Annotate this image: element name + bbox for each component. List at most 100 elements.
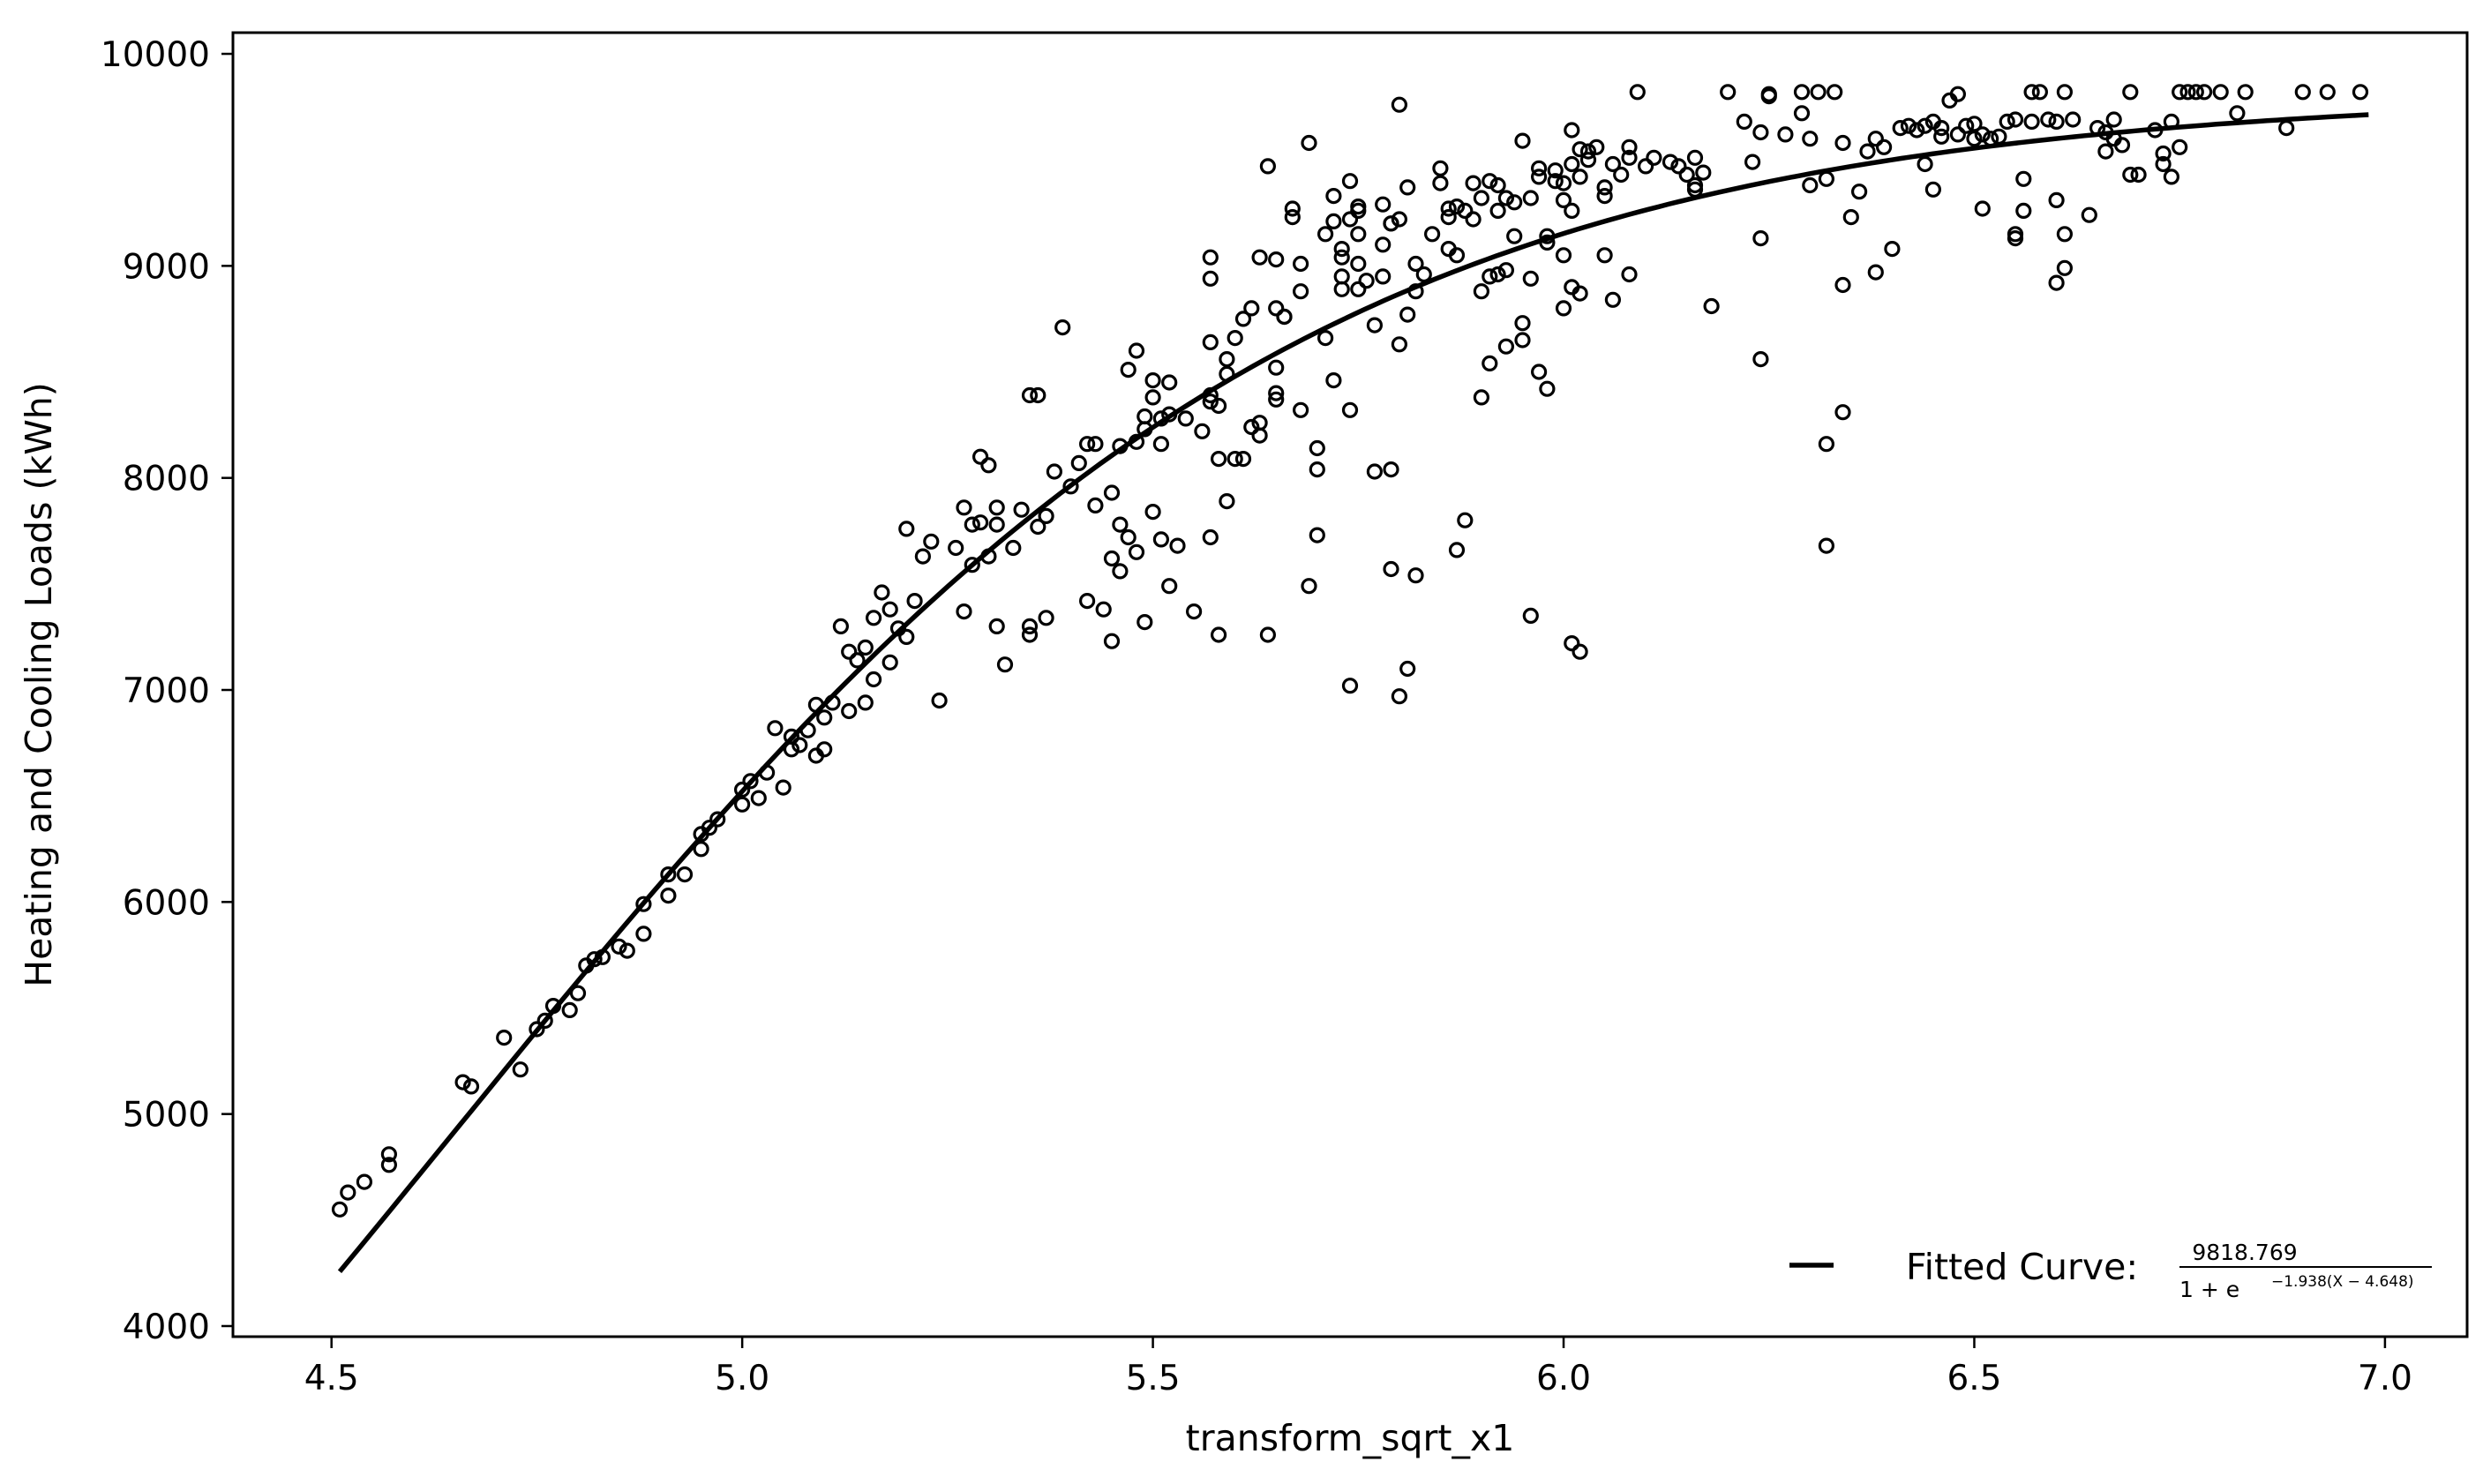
- data-point: [1744, 154, 1761, 170]
- data-point: [2352, 84, 2369, 101]
- data-point: [1136, 408, 1153, 425]
- data-point: [1292, 255, 1309, 273]
- data-point: [1999, 113, 2015, 130]
- data-point: [1391, 336, 1408, 353]
- data-point: [1234, 450, 1252, 468]
- data-point: [1818, 436, 1834, 453]
- data-point: [2056, 259, 2073, 276]
- data-point: [1473, 190, 1490, 206]
- data-point: [1202, 249, 1219, 266]
- data-point: [1309, 527, 1325, 543]
- data-point: [1383, 560, 1399, 578]
- data-point: [914, 548, 932, 565]
- y-axis: 4000 5000 6000 7000 8000 9000 10000: [101, 35, 233, 1347]
- data-point: [1834, 134, 1851, 152]
- data-point: [1457, 512, 1474, 528]
- data-point: [1341, 401, 1359, 418]
- plot-frame: [231, 31, 2469, 1338]
- data-point: [1226, 450, 1243, 468]
- data-point: [1021, 626, 1039, 643]
- data-point: [1366, 463, 1384, 480]
- data-point: [2097, 143, 2114, 160]
- data-point: [512, 1061, 529, 1078]
- data-point: [1958, 117, 1975, 134]
- y-tick-label: 6000: [123, 883, 210, 923]
- data-point: [1514, 315, 1531, 332]
- data-point: [1834, 276, 1851, 294]
- data-point: [1210, 450, 1227, 468]
- data-point: [1030, 518, 1046, 536]
- data-point: [1325, 188, 1342, 205]
- data-point: [849, 652, 866, 669]
- data-point: [1070, 454, 1087, 472]
- data-point: [1432, 175, 1449, 191]
- data-point: [1793, 105, 1811, 122]
- data-point: [1793, 84, 1811, 101]
- data-point: [2081, 206, 2097, 223]
- data-point: [857, 694, 874, 711]
- data-point: [2294, 84, 2311, 101]
- data-point: [971, 448, 989, 465]
- data-point: [816, 741, 833, 758]
- data-point: [1194, 423, 1211, 439]
- data-point: [1185, 603, 1203, 620]
- data-point: [1909, 122, 1925, 139]
- data-point: [1021, 618, 1039, 635]
- data-point: [1530, 169, 1548, 185]
- data-point: [1851, 184, 1868, 200]
- data-point: [1818, 537, 1834, 554]
- data-point: [1268, 251, 1285, 268]
- data-point: [1391, 96, 1408, 113]
- data-point: [2048, 113, 2065, 130]
- x-axis-label: transform_sqrt_x1: [1186, 1417, 1515, 1459]
- data-point: [709, 811, 726, 828]
- x-tick-label: 4.5: [304, 1359, 359, 1398]
- data-point: [1021, 386, 1039, 404]
- data-point: [1341, 173, 1359, 190]
- data-point: [2172, 84, 2188, 101]
- data-point: [1448, 247, 1466, 264]
- data-point: [1038, 507, 1054, 525]
- data-point: [1210, 397, 1227, 415]
- data-point: [1317, 226, 1334, 243]
- data-point: [1777, 126, 1794, 143]
- data-point: [733, 781, 751, 798]
- data-point: [1038, 610, 1054, 626]
- data-point: [1522, 270, 1539, 287]
- data-point: [2130, 166, 2147, 184]
- data-point: [2155, 155, 2172, 173]
- data-point: [2023, 113, 2040, 130]
- data-point: [1572, 169, 1588, 185]
- data-point: [1202, 334, 1219, 350]
- data-point: [660, 887, 677, 904]
- data-point: [1613, 166, 1630, 184]
- data-point: [2122, 166, 2139, 184]
- data-point: [1752, 230, 1769, 247]
- data-point: [898, 521, 915, 537]
- data-point: [1292, 401, 1309, 418]
- data-point: [1144, 372, 1161, 389]
- data-point: [1564, 155, 1580, 173]
- data-point: [988, 499, 1005, 516]
- data-point: [980, 457, 997, 474]
- data-point: [1802, 176, 1819, 194]
- data-point: [1292, 283, 1309, 300]
- data-point: [1268, 391, 1285, 408]
- data-point: [2163, 169, 2179, 185]
- data-point: [1399, 660, 1416, 678]
- data-point: [1974, 126, 1991, 143]
- data-point: [1662, 154, 1679, 170]
- data-point: [1161, 374, 1178, 391]
- data-point: [1013, 501, 1030, 518]
- data-point: [1202, 528, 1219, 546]
- data-point: [331, 1201, 349, 1218]
- data-point: [1087, 497, 1104, 514]
- data-point: [1834, 404, 1851, 421]
- data-point: [988, 618, 1005, 635]
- data-point: [2007, 111, 2024, 128]
- data-point: [1136, 613, 1153, 631]
- data-point: [881, 601, 898, 618]
- data-point: [1383, 461, 1399, 478]
- data-point: [1497, 262, 1515, 279]
